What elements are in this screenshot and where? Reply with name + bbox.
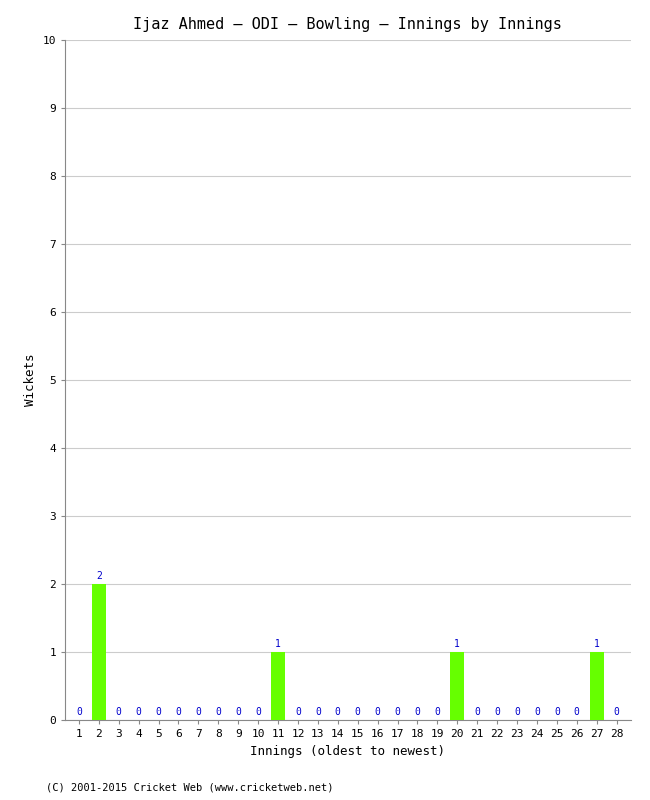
Bar xyxy=(271,652,285,720)
X-axis label: Innings (oldest to newest): Innings (oldest to newest) xyxy=(250,745,445,758)
Text: 0: 0 xyxy=(255,707,261,718)
Text: 0: 0 xyxy=(614,707,619,718)
Text: 0: 0 xyxy=(534,707,540,718)
Text: 0: 0 xyxy=(235,707,241,718)
Text: 0: 0 xyxy=(474,707,480,718)
Text: 0: 0 xyxy=(176,707,181,718)
Text: 0: 0 xyxy=(415,707,421,718)
Text: 0: 0 xyxy=(395,707,400,718)
Text: 1: 1 xyxy=(593,639,599,650)
Text: 0: 0 xyxy=(335,707,341,718)
Text: 0: 0 xyxy=(196,707,202,718)
Text: 0: 0 xyxy=(554,707,560,718)
Text: 1: 1 xyxy=(454,639,460,650)
Bar xyxy=(450,652,464,720)
Text: 0: 0 xyxy=(76,707,82,718)
Text: 0: 0 xyxy=(155,707,161,718)
Text: (C) 2001-2015 Cricket Web (www.cricketweb.net): (C) 2001-2015 Cricket Web (www.cricketwe… xyxy=(46,782,333,792)
Text: 1: 1 xyxy=(275,639,281,650)
Text: 0: 0 xyxy=(116,707,122,718)
Text: 0: 0 xyxy=(574,707,580,718)
Bar xyxy=(92,584,106,720)
Text: 0: 0 xyxy=(215,707,221,718)
Bar xyxy=(590,652,604,720)
Text: 0: 0 xyxy=(434,707,440,718)
Text: 0: 0 xyxy=(295,707,301,718)
Text: 0: 0 xyxy=(494,707,500,718)
Text: 0: 0 xyxy=(514,707,520,718)
Text: 0: 0 xyxy=(315,707,321,718)
Y-axis label: Wickets: Wickets xyxy=(24,354,37,406)
Text: 0: 0 xyxy=(374,707,380,718)
Text: 2: 2 xyxy=(96,571,102,582)
Title: Ijaz Ahmed – ODI – Bowling – Innings by Innings: Ijaz Ahmed – ODI – Bowling – Innings by … xyxy=(133,17,562,32)
Text: 0: 0 xyxy=(136,707,142,718)
Text: 0: 0 xyxy=(355,707,361,718)
